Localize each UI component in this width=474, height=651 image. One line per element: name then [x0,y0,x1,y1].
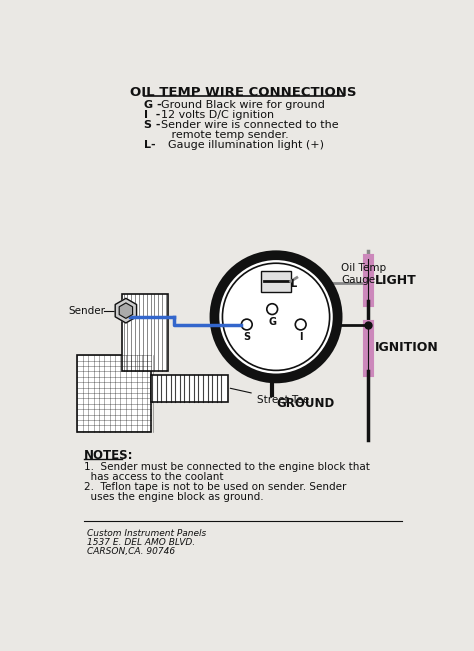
Text: S -: S - [144,120,160,130]
Text: I  -: I - [144,109,160,120]
Circle shape [214,255,337,378]
Circle shape [295,319,306,330]
Circle shape [241,319,252,330]
Text: IGNITION: IGNITION [374,341,438,354]
Bar [151,374,228,402]
Text: L-: L- [144,140,155,150]
Text: GROUND: GROUND [276,397,334,410]
Text: 1.  Sender must be connected to the engine block that: 1. Sender must be connected to the engin… [83,462,369,473]
Text: L: L [290,279,296,288]
Text: Ground Black wire for ground: Ground Black wire for ground [161,100,324,109]
Text: LIGHT: LIGHT [374,273,416,286]
Text: Custom Instrument Panels: Custom Instrument Panels [87,529,207,538]
Text: Sender: Sender [68,306,105,316]
Text: G -: G - [144,100,161,109]
Text: 2.  Teflon tape is not to be used on sender. Sender: 2. Teflon tape is not to be used on send… [83,482,346,492]
Text: Sender wire is connected to the: Sender wire is connected to the [161,120,338,130]
Text: I: I [299,332,302,342]
Text: Street Tee: Street Tee [230,388,309,405]
Text: has access to the coolant: has access to the coolant [83,473,223,482]
Text: Oil Temp
Gauge: Oil Temp Gauge [341,263,387,284]
Bar [122,294,168,370]
Text: 1537 E. DEL AMO BLVD.: 1537 E. DEL AMO BLVD. [87,538,195,547]
Text: remote temp sender.: remote temp sender. [161,130,288,140]
Text: OIL TEMP WIRE CONNECTIONS: OIL TEMP WIRE CONNECTIONS [130,86,356,99]
Text: S: S [243,332,250,342]
Text: NOTES:: NOTES: [83,449,133,462]
Text: 12 volts D/C ignition: 12 volts D/C ignition [161,109,273,120]
Text: Gauge illumination light (+): Gauge illumination light (+) [161,140,324,150]
Text: G: G [268,317,276,327]
Bar [77,355,151,432]
Polygon shape [119,303,133,318]
Text: CARSON,CA. 90746: CARSON,CA. 90746 [87,547,175,556]
Polygon shape [115,298,137,323]
Bar [261,271,291,292]
Circle shape [267,304,278,314]
Text: uses the engine block as ground.: uses the engine block as ground. [83,492,263,503]
